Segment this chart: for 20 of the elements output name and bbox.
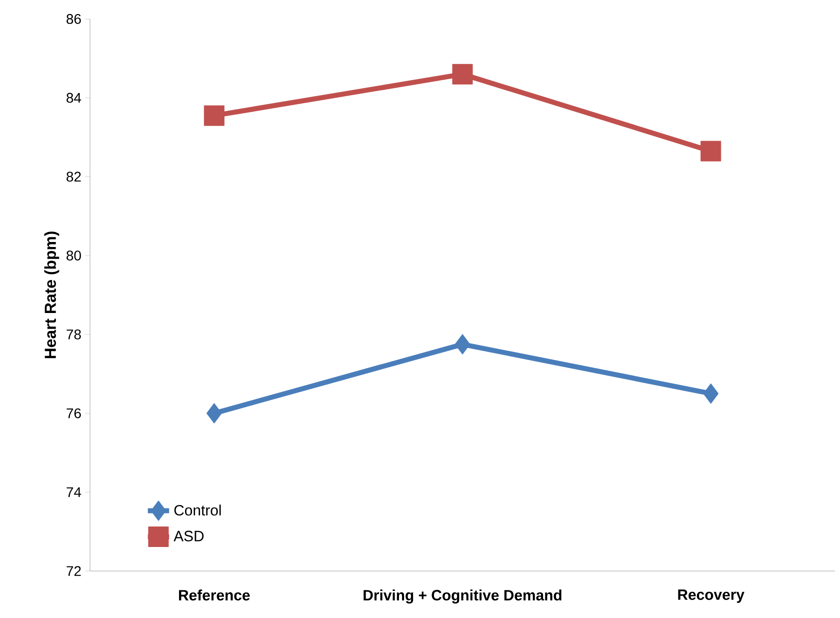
y-axis-title: Heart Rate (bpm) xyxy=(44,232,60,358)
y-tick-label: 76 xyxy=(66,408,81,418)
legend-label: ASD xyxy=(174,530,204,542)
y-tick-label: 72 xyxy=(66,566,81,576)
point xyxy=(204,105,224,126)
x-tick-label: Driving + Cognitive Demand xyxy=(364,590,562,604)
x-tick-label: Reference xyxy=(179,590,250,600)
y-tick-label: 78 xyxy=(66,329,81,340)
point xyxy=(703,383,719,404)
point xyxy=(700,140,722,162)
point xyxy=(206,403,222,424)
y-tick-label: 74 xyxy=(66,487,82,497)
legend-label: Control xyxy=(174,504,221,516)
y-tick-label: 82 xyxy=(66,172,81,182)
y-tick-label: 84 xyxy=(66,92,82,103)
y-tick-label: 86 xyxy=(66,14,81,24)
point xyxy=(454,334,470,355)
x-tick-label: Recovery xyxy=(678,590,744,603)
point xyxy=(452,64,473,84)
y-tick-label: 80 xyxy=(66,250,81,261)
